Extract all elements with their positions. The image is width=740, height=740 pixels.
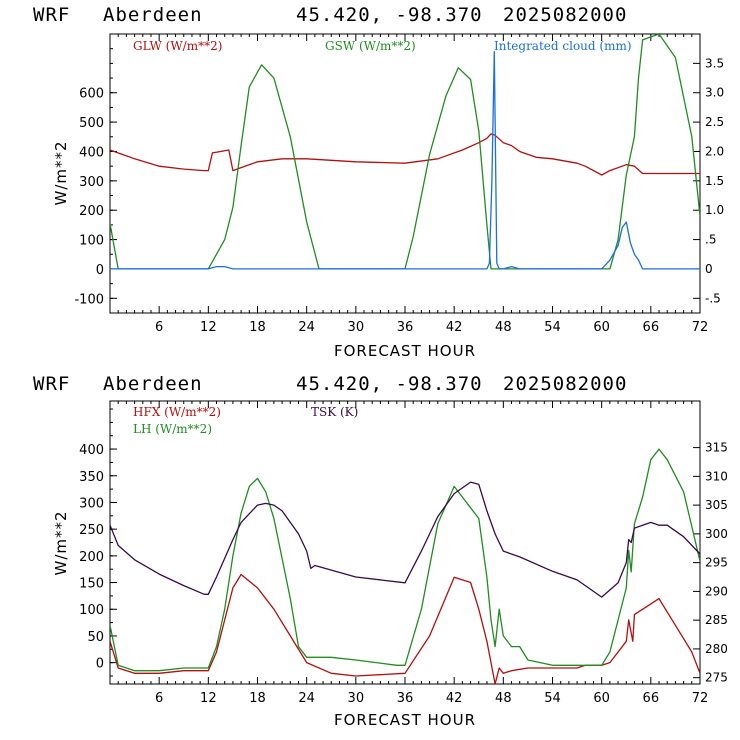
y2-tick-label: 3.0 [705,86,724,100]
x-tick-label: 54 [544,320,561,335]
y2-tick-label: 315 [705,441,728,455]
x-tick-label: 18 [249,320,266,335]
x-tick-label: 30 [348,691,365,706]
legend-entry-integrated: Integrated cloud (mm) [494,39,632,53]
y2-tick-label: .5 [705,233,716,247]
x-tick-label: 42 [446,691,463,706]
legend-entry-gsw: GSW (W/m**2) [325,39,416,53]
x-tick-label: 6 [155,691,163,706]
coords-label: 45.420, -98.370 [296,373,483,395]
y-tick-label: 250 [79,523,104,538]
x-tick-label: 72 [692,691,709,706]
y-tick-label: 300 [79,496,104,511]
series-line-hfx [110,573,700,684]
x-tick-label: 24 [298,320,315,335]
model-label: WRF [33,4,71,26]
x-tick-label: 72 [692,320,709,335]
y-tick-label: 0 [96,657,104,672]
y2-tick-label: 285 [705,613,728,627]
x-axis-label: FORECAST HOUR [334,711,476,729]
header-top: WRF Aberdeen 45.420, -98.370 2025082000 [0,4,626,114]
legend-entry-hfx: HFX (W/m**2) [133,405,221,419]
x-tick-label: 12 [200,320,217,335]
y2-tick-label: 295 [705,556,728,570]
series-line-gsw [110,34,700,270]
x-axis-label: FORECAST HOUR [334,342,476,360]
y2-tick-label: 290 [705,584,728,598]
y2-tick-label: 0 [705,262,713,276]
chart-panel-1: 6 12 18 24 30 36 42 48 54 60 66 72 -100 0 100 200 300 400… [52,33,724,360]
y2-tick-label: -.5 [705,291,721,305]
y-tick-label: 0 [96,263,104,278]
chart-panel-2: 6 12 18 24 30 36 42 48 54 60 66 72 0 50 100 150 200 250 30… [52,400,728,729]
y2-tick-label: 275 [705,671,728,685]
series-line-lh [110,448,700,672]
y-tick-label: 100 [79,234,104,249]
x-tick-label: 54 [544,691,561,706]
x-tick-label: 6 [155,320,163,335]
run-label: 2025082000 [503,373,628,395]
y-tick-label: 150 [79,577,104,592]
legend-entry-glw: GLW (W/m**2) [133,39,222,53]
x-tick-label: 36 [397,691,414,706]
y-tick-label: 50 [87,630,104,645]
y2-tick-label: 1.5 [705,174,724,188]
site-label: Aberdeen [103,4,203,26]
y2-tick-label: 305 [705,498,728,512]
x-tick-label: 42 [446,320,463,335]
y-tick-label: -100 [74,292,104,307]
y2-tick-label: 2.5 [705,115,724,129]
plot-frame [109,400,701,685]
x-tick-label: 48 [495,691,512,706]
y-axis-label: W/m**2 [52,140,70,205]
y-tick-label: 100 [79,603,104,618]
y2-tick-label: 1.0 [705,203,724,217]
header-bottom: WRF Aberdeen 45.420, -98.370 2025082000 [0,373,626,483]
y2-tick-label: 310 [705,469,728,483]
y-tick-label: 200 [79,204,104,219]
legend-entry-tsk: TSK (K) [311,405,358,419]
y-tick-label: 200 [79,550,104,565]
x-tick-label: 66 [643,320,660,335]
coords-label: 45.420, -98.370 [296,4,483,26]
y2-tick-label: 3.5 [705,56,724,70]
x-tick-label: 66 [643,691,660,706]
y-axis-label: W/m**2 [52,510,70,575]
x-tick-label: 48 [495,320,512,335]
series-line-integrated [110,50,700,270]
y2-tick-label: 280 [705,642,728,656]
plot-frame [109,33,701,314]
y-tick-label: 400 [79,145,104,160]
x-tick-label: 24 [298,691,315,706]
y2-tick-label: 300 [705,527,728,541]
legend-entry-lh: LH (W/m**2) [133,422,212,436]
x-tick-label: 12 [200,691,217,706]
x-tick-label: 30 [348,320,365,335]
series-line-glw [110,133,700,176]
y-tick-label: 300 [79,175,104,190]
site-label: Aberdeen [103,373,203,395]
x-tick-label: 60 [593,691,610,706]
series-line-tsk [110,481,700,598]
y-tick-label: 400 [79,443,104,458]
y-tick-label: 600 [79,87,104,102]
model-label: WRF [33,373,71,395]
x-tick-label: 36 [397,320,414,335]
y-tick-label: 350 [79,470,104,485]
y2-tick-label: 2.0 [705,144,724,158]
y-tick-label: 500 [79,116,104,131]
x-tick-label: 60 [593,320,610,335]
x-tick-label: 18 [249,691,266,706]
run-label: 2025082000 [503,4,628,26]
